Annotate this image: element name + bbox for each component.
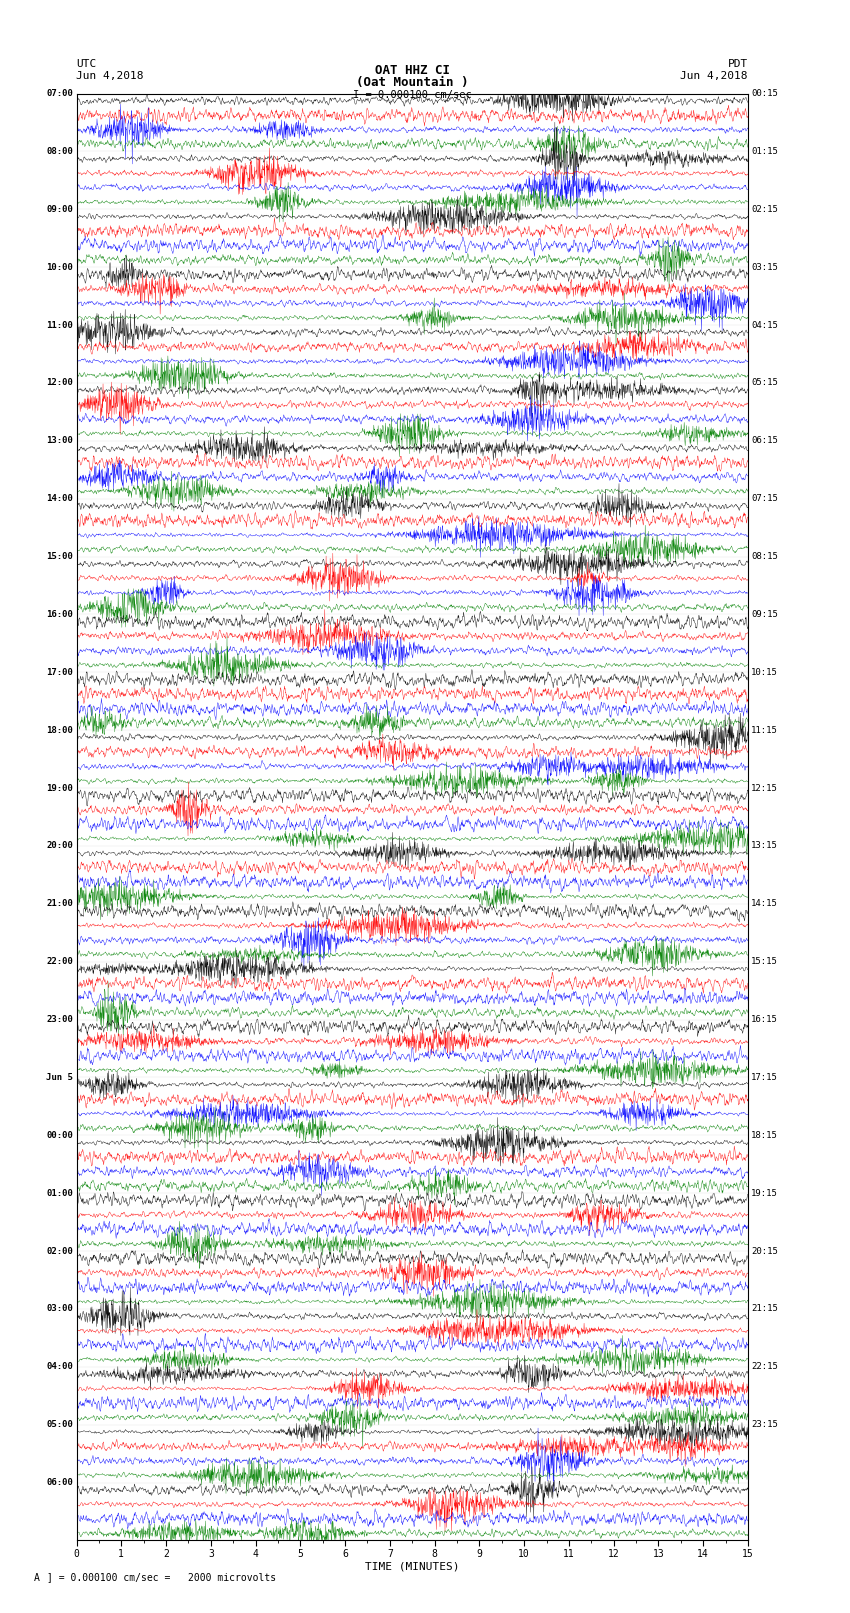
Text: 08:15: 08:15	[751, 552, 779, 561]
Text: 01:15: 01:15	[751, 147, 779, 156]
Text: OAT HHZ CI: OAT HHZ CI	[375, 65, 450, 77]
Text: 10:00: 10:00	[46, 263, 73, 271]
Text: 20:00: 20:00	[46, 842, 73, 850]
Text: 12:15: 12:15	[751, 784, 779, 792]
Text: 16:15: 16:15	[751, 1015, 779, 1024]
Text: 10:15: 10:15	[751, 668, 779, 677]
Text: 13:00: 13:00	[46, 436, 73, 445]
Text: 23:00: 23:00	[46, 1015, 73, 1024]
Text: 18:15: 18:15	[751, 1131, 779, 1140]
Text: 07:15: 07:15	[751, 494, 779, 503]
Text: 09:15: 09:15	[751, 610, 779, 619]
Text: 13:15: 13:15	[751, 842, 779, 850]
Text: 15:00: 15:00	[46, 552, 73, 561]
Text: A: A	[34, 1573, 40, 1582]
Text: 04:00: 04:00	[46, 1363, 73, 1371]
Text: PDT: PDT	[728, 60, 748, 69]
Text: 17:15: 17:15	[751, 1073, 779, 1082]
Text: 20:15: 20:15	[751, 1247, 779, 1255]
Text: 14:15: 14:15	[751, 900, 779, 908]
Text: 05:15: 05:15	[751, 379, 779, 387]
Text: 01:00: 01:00	[46, 1189, 73, 1198]
Text: 08:00: 08:00	[46, 147, 73, 156]
Text: 02:15: 02:15	[751, 205, 779, 215]
Text: 14:00: 14:00	[46, 494, 73, 503]
Text: Jun 4,2018: Jun 4,2018	[76, 71, 144, 81]
Text: 17:00: 17:00	[46, 668, 73, 677]
Text: 06:00: 06:00	[46, 1478, 73, 1487]
X-axis label: TIME (MINUTES): TIME (MINUTES)	[365, 1561, 460, 1571]
Text: 09:00: 09:00	[46, 205, 73, 215]
Text: 03:00: 03:00	[46, 1305, 73, 1313]
Text: (Oat Mountain ): (Oat Mountain )	[356, 76, 468, 89]
Text: Jun 4,2018: Jun 4,2018	[681, 71, 748, 81]
Text: 11:00: 11:00	[46, 321, 73, 329]
Text: 16:00: 16:00	[46, 610, 73, 619]
Text: ] = 0.000100 cm/sec =   2000 microvolts: ] = 0.000100 cm/sec = 2000 microvolts	[47, 1573, 276, 1582]
Text: I = 0.000100 cm/sec: I = 0.000100 cm/sec	[353, 90, 472, 100]
Text: 21:15: 21:15	[751, 1305, 779, 1313]
Text: UTC: UTC	[76, 60, 97, 69]
Text: 00:15: 00:15	[751, 89, 779, 98]
Text: 04:15: 04:15	[751, 321, 779, 329]
Text: 18:00: 18:00	[46, 726, 73, 734]
Text: 06:15: 06:15	[751, 436, 779, 445]
Text: Jun 5: Jun 5	[46, 1073, 73, 1082]
Text: 15:15: 15:15	[751, 957, 779, 966]
Text: 11:15: 11:15	[751, 726, 779, 734]
Text: 19:15: 19:15	[751, 1189, 779, 1198]
Text: 00:00: 00:00	[46, 1131, 73, 1140]
Text: 19:00: 19:00	[46, 784, 73, 792]
Text: 02:00: 02:00	[46, 1247, 73, 1255]
Text: 12:00: 12:00	[46, 379, 73, 387]
Text: 03:15: 03:15	[751, 263, 779, 271]
Text: 22:15: 22:15	[751, 1363, 779, 1371]
Text: 21:00: 21:00	[46, 900, 73, 908]
Text: 22:00: 22:00	[46, 957, 73, 966]
Text: 07:00: 07:00	[46, 89, 73, 98]
Text: 23:15: 23:15	[751, 1419, 779, 1429]
Text: 05:00: 05:00	[46, 1419, 73, 1429]
